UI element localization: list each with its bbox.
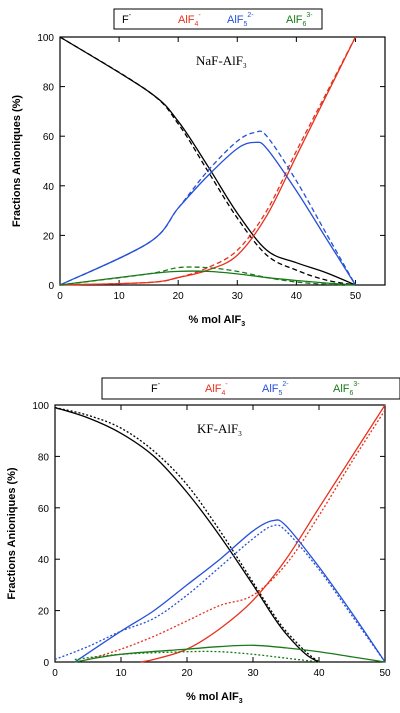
panel-title-base: KF-AlF (197, 421, 238, 436)
legend-entry: AlF6 3- (333, 381, 360, 397)
x-axis-title-sub: 3 (241, 321, 245, 328)
legend-entry-base: AlF (262, 383, 279, 395)
legend-box (101, 377, 400, 400)
legend-entry-base: AlF (205, 383, 222, 395)
x-axis-title: % mol AlF3 (186, 691, 243, 705)
y-tick-label: 100 (37, 33, 54, 44)
legend-entry-sub: 5 (244, 21, 248, 28)
legend-entry-base: F (122, 14, 129, 26)
x-tick-label: 10 (114, 291, 126, 302)
panel-title: NaF-AlF3 (196, 53, 247, 70)
legend-entry-sup: - (129, 12, 132, 19)
legend-entry-sup: 3- (353, 381, 360, 388)
panel-title-sub: 3 (238, 430, 242, 438)
y-tick-label: 40 (38, 555, 50, 566)
legend-entry-sub: 6 (350, 390, 354, 397)
series-AlF63--dashed (59, 266, 356, 286)
x-axis-title-base: % mol AlF (189, 314, 242, 326)
series-F--solid (54, 406, 320, 663)
y-tick-label: 60 (38, 504, 50, 515)
legend-entry-base: F (151, 383, 158, 395)
series-AlF52--dotted (54, 524, 386, 663)
series-AlF4--solid (59, 36, 357, 286)
legend-entry-base: AlF (227, 14, 244, 26)
y-tick-label: 60 (43, 132, 55, 143)
plot-frame (59, 36, 386, 286)
x-tick-label: 20 (173, 291, 185, 302)
legend-entry-sub: 4 (195, 21, 199, 28)
legend-box (113, 8, 323, 30)
legend-entry-base: AlF (178, 14, 195, 26)
legend-entry-sup: - (158, 381, 161, 388)
legend-entry: AlF6 3- (286, 12, 313, 28)
series-AlF52--dashed (59, 130, 357, 286)
y-tick-label: 100 (32, 401, 49, 412)
x-axis-title-base: % mol AlF (186, 691, 239, 703)
legend-entry: AlF5 2- (227, 12, 254, 28)
legend-entry-sup: 2- (282, 381, 289, 388)
x-tick-label: 40 (291, 291, 303, 302)
legend-entry-sub: 4 (222, 390, 226, 397)
legend-entry-sup: 3- (306, 12, 313, 19)
series-AlF4--dotted (87, 409, 386, 661)
y-axis-title: Fractions Anioniques (%) (11, 95, 23, 228)
y-tick-label: 40 (43, 182, 55, 193)
x-axis-title: % mol AlF3 (189, 314, 246, 328)
x-tick-label: 20 (181, 668, 193, 679)
legend-entry: F- (151, 381, 161, 395)
plot-frame (54, 404, 386, 663)
legend-entry-sup: - (198, 12, 201, 19)
panel-title-sub: 3 (243, 62, 247, 70)
x-tick-label: 40 (313, 668, 325, 679)
legend-entry-base: AlF (333, 383, 350, 395)
series-AlF52--solid (59, 141, 357, 286)
x-axis-title-sub: 3 (239, 698, 243, 705)
legend-entry: AlF4 - (205, 381, 228, 397)
series-AlF4--solid (140, 404, 386, 663)
y-axis-title: Fractions Anioniques (%) (6, 467, 18, 600)
x-tick-label: 0 (57, 291, 63, 302)
legend: F- AlF4- AlF52- AlF63- (101, 377, 400, 400)
legend-entry-sup: - (225, 381, 228, 388)
series-AlF63--solid (74, 644, 386, 663)
y-tick-label: 20 (38, 607, 50, 618)
y-tick-label: 80 (38, 452, 50, 463)
legend-entry: F- (122, 12, 132, 26)
panel-title: KF-AlF3 (197, 421, 242, 438)
x-tick-label: 50 (350, 291, 362, 302)
panel-title-base: NaF-AlF (196, 53, 243, 68)
legend-entry-base: AlF (286, 14, 303, 26)
legend-entry-sub: 5 (279, 390, 283, 397)
y-tick-label: 20 (43, 231, 55, 242)
series-AlF52--solid (74, 519, 386, 663)
legend: F- AlF4- AlF52- AlF63- (113, 8, 323, 30)
legend-entry: AlF4 - (178, 12, 201, 28)
x-tick-label: 50 (379, 668, 391, 679)
series-AlF63--solid (59, 270, 356, 286)
series-F--dotted (54, 406, 320, 663)
legend-entry-sub: 6 (303, 21, 307, 28)
legend-entry: AlF5 2- (262, 381, 289, 397)
series-AlF63--dotted (74, 650, 320, 663)
x-tick-label: 10 (115, 668, 127, 679)
x-tick-label: 30 (232, 291, 244, 302)
y-tick-label: 0 (48, 281, 54, 292)
y-tick-label: 80 (43, 83, 55, 94)
y-tick-label: 0 (43, 658, 49, 669)
legend-entry-sup: 2- (247, 12, 254, 19)
series-AlF4--dashed (59, 36, 357, 286)
x-tick-label: 30 (247, 668, 259, 679)
x-tick-label: 0 (52, 668, 58, 679)
series-F--solid (59, 36, 356, 286)
series-F--dashed (59, 36, 356, 286)
